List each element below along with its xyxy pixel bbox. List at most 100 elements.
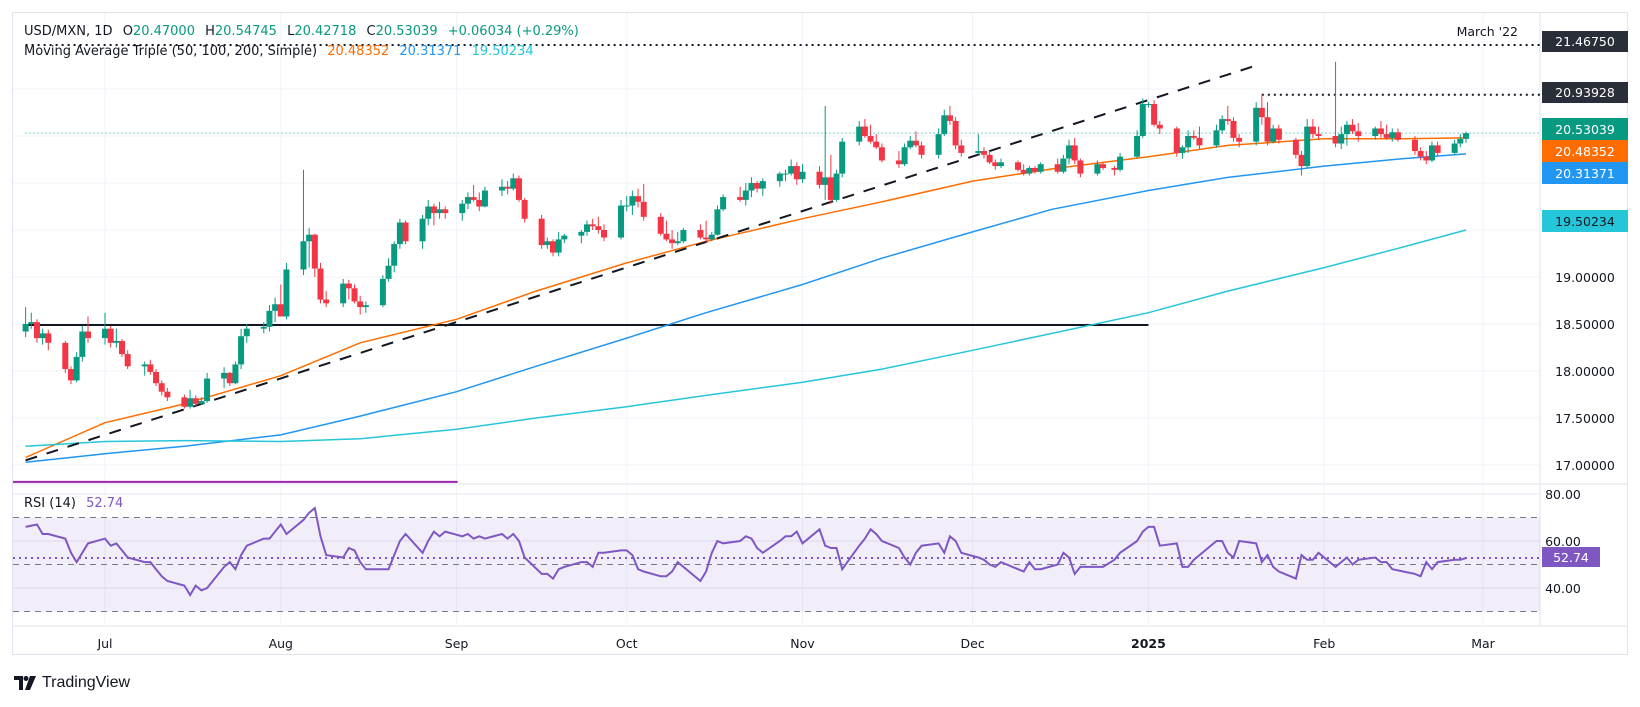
candle — [878, 143, 885, 163]
candle — [396, 218, 403, 249]
candle-body — [1060, 158, 1067, 172]
tag-rsi: 52.74 — [1542, 547, 1600, 567]
candle — [1309, 119, 1316, 138]
rsi-title[interactable]: RSI (14) — [24, 496, 76, 511]
candle-body — [510, 178, 517, 189]
candle-body — [788, 166, 795, 174]
candle — [782, 169, 789, 182]
candle — [907, 136, 914, 150]
candle-body — [340, 283, 347, 304]
candle-body — [946, 115, 953, 121]
candle-body — [1462, 133, 1469, 139]
candle-body — [1179, 147, 1186, 153]
candle — [549, 239, 556, 257]
march22-label: March '22 — [1457, 24, 1518, 39]
candle-body — [986, 154, 993, 163]
candle — [901, 143, 908, 167]
trendline — [25, 64, 1257, 462]
candle — [663, 220, 670, 242]
candle — [1026, 166, 1033, 176]
candle — [464, 192, 471, 210]
candle-body — [1151, 104, 1158, 125]
candle-body — [816, 171, 823, 185]
candle-body — [1434, 145, 1441, 153]
candle-body — [555, 239, 562, 253]
candle — [425, 199, 432, 226]
candle-body — [385, 265, 392, 279]
candle-body — [425, 206, 432, 219]
ma-line-sma-200 — [25, 229, 1467, 447]
y-tick-label: 17.00000 — [1555, 458, 1615, 473]
candle — [1066, 139, 1073, 165]
candle — [1298, 151, 1305, 176]
candle — [73, 352, 80, 383]
candle-body — [742, 190, 749, 200]
candle — [379, 275, 386, 308]
candle — [470, 184, 477, 202]
candle — [187, 389, 194, 409]
candle-body — [504, 186, 511, 189]
candle-body — [1020, 169, 1027, 174]
candle-body — [272, 304, 279, 311]
ma-title[interactable]: Moving Average Triple (50, 100, 200, Sim… — [24, 44, 318, 59]
y-tick-label: 18.50000 — [1555, 317, 1615, 332]
candle-body — [345, 283, 352, 289]
candle — [1264, 102, 1271, 146]
candle-body — [867, 136, 874, 142]
candle-body — [192, 398, 199, 404]
candle-body — [822, 177, 829, 185]
candle — [306, 228, 313, 268]
candle-body — [266, 310, 273, 327]
candle-body — [379, 278, 386, 306]
candle-body — [1423, 156, 1430, 161]
candle — [861, 119, 868, 138]
candle — [827, 154, 834, 204]
candle — [1054, 158, 1061, 174]
candle-body — [158, 383, 165, 392]
candle — [1457, 134, 1464, 148]
candle — [680, 228, 687, 244]
candle-body — [1139, 104, 1146, 136]
candle — [79, 325, 86, 362]
candle — [1343, 120, 1350, 146]
candle — [1451, 139, 1458, 155]
candle-body — [1077, 160, 1084, 174]
candle — [260, 322, 267, 334]
candle — [22, 307, 29, 338]
candlesticks — [22, 61, 1469, 409]
candle — [623, 196, 630, 212]
candle — [1156, 120, 1163, 135]
tradingview-logo[interactable]: TradingView — [14, 674, 130, 692]
candle — [1100, 162, 1107, 170]
candle — [839, 137, 846, 178]
candle — [788, 159, 795, 176]
candle-body — [476, 199, 483, 207]
candle — [1179, 145, 1186, 159]
candle — [311, 233, 318, 277]
low-label: L — [287, 24, 295, 39]
candle-body — [935, 134, 942, 155]
candle — [515, 175, 522, 202]
x-tick-label: Jul — [96, 636, 112, 651]
y-tick-label: 19.00000 — [1555, 270, 1615, 285]
candle — [918, 141, 925, 159]
candle — [192, 395, 199, 407]
candle-body — [147, 364, 154, 372]
candle — [958, 139, 965, 157]
candle-body — [1230, 120, 1237, 138]
candle — [1230, 117, 1237, 142]
candle — [1270, 124, 1277, 144]
candle-body — [459, 203, 466, 214]
chart-frame — [12, 12, 1628, 655]
candle — [1332, 61, 1339, 148]
x-tick-label: Sep — [445, 636, 469, 651]
candle — [1139, 98, 1146, 138]
candle — [498, 179, 505, 197]
candle — [946, 105, 953, 125]
candle-body — [164, 391, 171, 398]
candle-body — [28, 322, 35, 324]
candle-body — [351, 288, 358, 302]
candle-body — [153, 371, 160, 384]
symbol-label[interactable]: USD/MXN, 1D — [24, 24, 113, 39]
